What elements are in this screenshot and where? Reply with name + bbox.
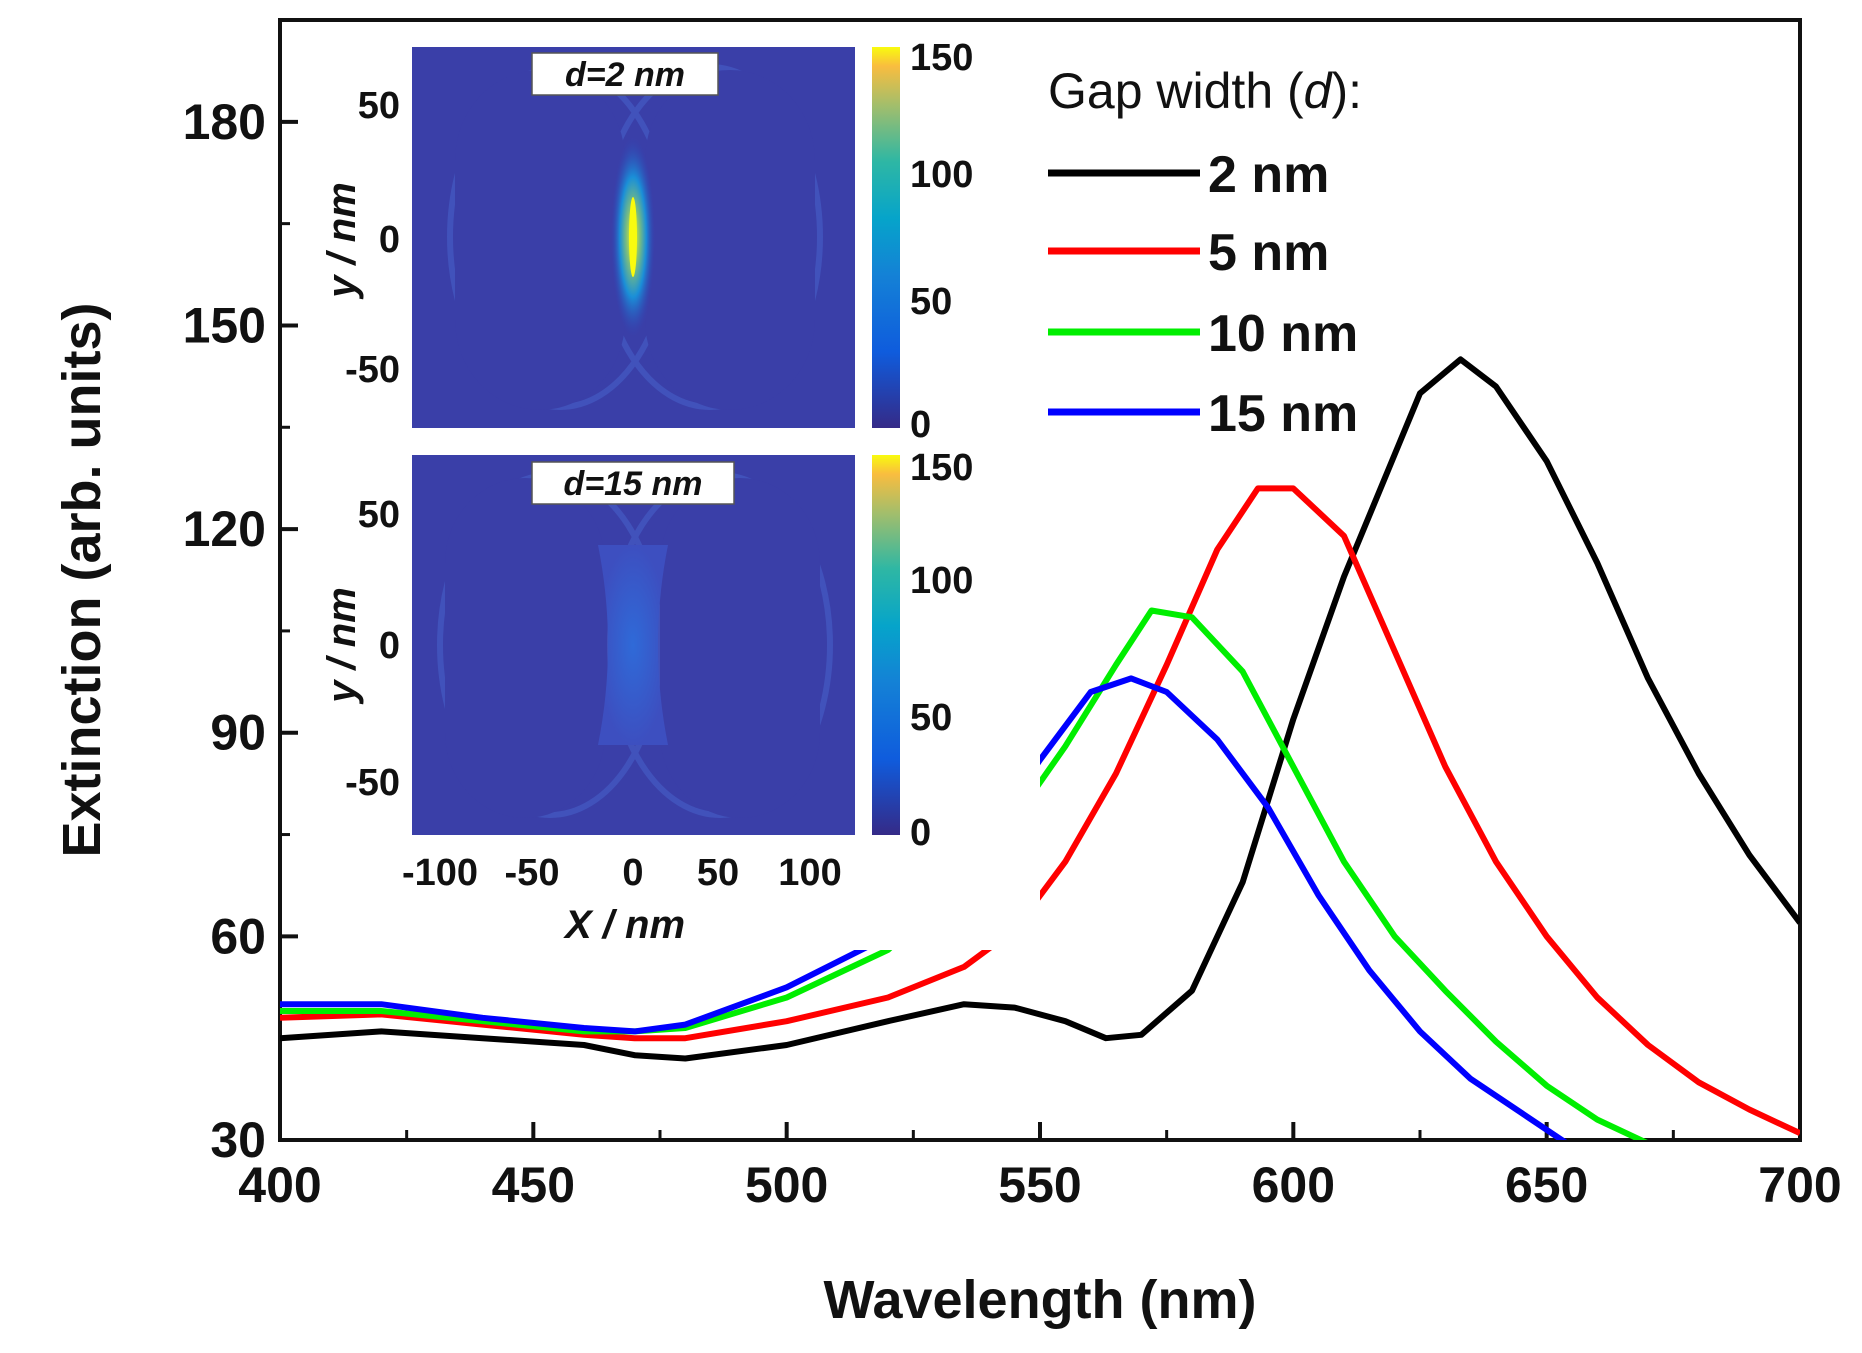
field-map-2nm-left-fill	[455, 70, 625, 410]
series-line-5nm	[280, 485, 1800, 1136]
inset-top-cb-0: 0	[910, 404, 931, 446]
legend-title: Gap width (d):	[1048, 63, 1362, 119]
x-axis-ticks: 400 450 500 550 600 650 700	[238, 1122, 1842, 1213]
inset-bottom-xtick-neg100: -100	[402, 852, 478, 894]
inset-top-label-value: =2 nm	[586, 56, 685, 94]
inset-top: d=2 nm 50 0 -50 y / nm 150 100 50 0	[300, 35, 1040, 455]
inset-bottom-xtick-100: 100	[778, 852, 841, 894]
y-tick-label: 30	[210, 1112, 266, 1168]
inset-bottom-xtick-0: 0	[622, 852, 643, 894]
field-map-15nm-left-fill	[445, 478, 605, 818]
y-tick-label: 180	[183, 94, 266, 150]
inset-top-ylabel: y / nm	[320, 182, 364, 300]
inset-top-label-var: d	[565, 56, 587, 94]
inset-bottom: d=15 nm 50 0 -50 y / nm -100 -50 0 50 10…	[300, 447, 1040, 950]
inset-bottom-label-var: d	[564, 465, 586, 503]
inset-bottom-cb-150: 150	[910, 447, 973, 489]
inset-top-cb-150: 150	[910, 37, 973, 79]
inset-top-label: d=2 nm	[565, 56, 685, 94]
x-tick-label: 700	[1758, 1157, 1841, 1213]
legend-title-var: d	[1304, 63, 1334, 119]
legend-label-2nm: 2 nm	[1208, 146, 1329, 204]
inset-bottom-label: d=15 nm	[564, 465, 703, 503]
series-line-2nm	[280, 356, 1800, 1062]
inset-bottom-label-box	[531, 461, 735, 505]
inset-bottom-cb-100: 100	[910, 560, 973, 602]
x-tick-label: 500	[745, 1157, 828, 1213]
x-tick-label: 600	[1252, 1157, 1335, 1213]
inset-top-ytick-50: 50	[358, 85, 400, 127]
inset-bottom-ytick-50: 50	[358, 494, 400, 536]
x-tick-label: 400	[238, 1157, 321, 1213]
field-map-15nm-gap-field	[598, 545, 668, 745]
legend-label-5nm: 5 nm	[1208, 224, 1329, 282]
field-map-2nm-right-fill	[645, 70, 815, 410]
y-tick-label: 120	[183, 501, 266, 557]
y-tick-label: 60	[210, 908, 266, 964]
legend-label-15nm: 15 nm	[1208, 385, 1358, 443]
inset-top-ytick-neg50: -50	[345, 349, 400, 391]
field-map-2nm-hotspot-core	[629, 197, 637, 277]
field-map-15nm-right-fill	[660, 478, 820, 818]
inset-bottom-ylabel: y / nm	[320, 587, 364, 705]
y-axis-ticks: 30 60 90 120 150 180	[183, 18, 298, 1168]
inset-top-colorbar	[872, 47, 900, 428]
inset-bottom-cb-50: 50	[910, 697, 952, 739]
inset-bottom-xtick-neg50: -50	[505, 852, 560, 894]
legend-label-10nm: 10 nm	[1208, 305, 1358, 363]
x-axis-title: Wavelength (nm)	[823, 1270, 1256, 1330]
legend-title-suffix: ):	[1331, 63, 1362, 119]
x-tick-label: 450	[492, 1157, 575, 1213]
y-axis-title: Extinction (arb. units)	[52, 302, 112, 857]
inset-bottom-cb-0: 0	[910, 812, 931, 854]
inset-top-ytick-0: 0	[379, 219, 400, 261]
inset-bottom-ytick-0: 0	[379, 625, 400, 667]
series-line-15nm	[280, 675, 1568, 1140]
inset-bottom-colorbar	[872, 455, 900, 835]
y-tick-label: 150	[183, 297, 266, 353]
inset-top-cb-100: 100	[910, 154, 973, 196]
y-tick-label: 90	[210, 705, 266, 761]
inset-bottom-label-value: =15 nm	[584, 465, 702, 503]
legend-title-prefix: Gap width (	[1048, 63, 1304, 119]
inset-bottom-ytick-neg50: -50	[345, 762, 400, 804]
legend: Gap width (d): 2 nm 5 nm 10 nm 15 nm	[1048, 63, 1362, 443]
x-tick-label: 550	[998, 1157, 1081, 1213]
inset-bottom-xlabel: X / nm	[563, 903, 685, 947]
series-layer	[280, 356, 1800, 1140]
x-tick-label: 650	[1505, 1157, 1588, 1213]
inset-top-label-box	[531, 52, 719, 96]
inset-bottom-xtick-50: 50	[697, 852, 739, 894]
inset-top-cb-50: 50	[910, 281, 952, 323]
